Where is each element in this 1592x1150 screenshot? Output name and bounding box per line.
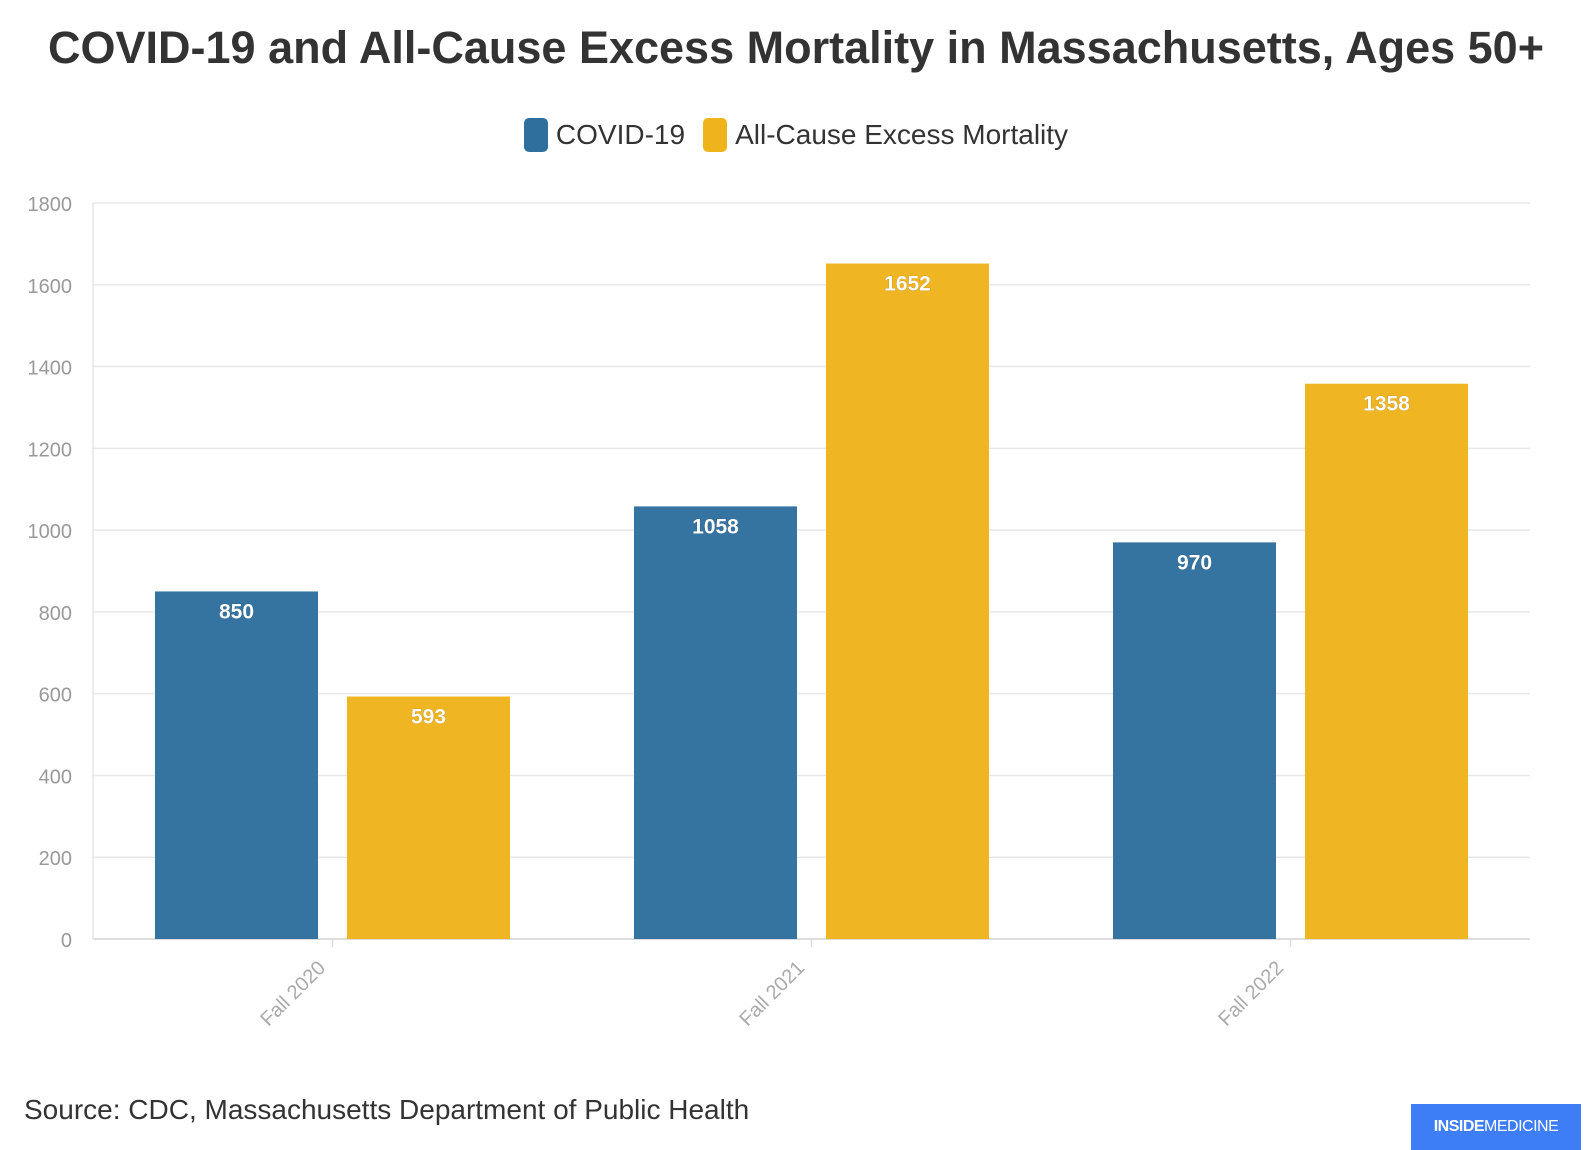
y-tick-label: 1200 <box>28 439 73 461</box>
y-tick-label: 0 <box>61 930 72 952</box>
chart-title: COVID-19 and All-Cause Excess Mortality … <box>48 22 1544 73</box>
y-tick-label: 200 <box>39 848 72 870</box>
data-label: 1358 <box>1363 393 1410 416</box>
bar <box>1305 383 1468 939</box>
chart-legend: COVID-19 All-Cause Excess Mortality <box>0 118 1592 152</box>
data-label: 593 <box>411 706 446 729</box>
y-tick-label: 600 <box>39 685 72 707</box>
source-note: Source: CDC, Massachusetts Department of… <box>24 1094 750 1125</box>
y-tick-label: 1000 <box>28 521 73 543</box>
y-tick-label: 1600 <box>28 276 73 298</box>
bar <box>155 591 318 939</box>
bar-chart: 0 200 400 600 800 1000 1200 1400 1600 1800 Fall 20… <box>28 194 1530 1031</box>
y-tick-label: 1400 <box>28 358 73 380</box>
bar <box>634 506 797 939</box>
data-label: 1652 <box>884 273 931 296</box>
x-tick-label: Fall 2022 <box>1214 957 1288 1031</box>
bar <box>826 263 989 939</box>
legend-swatch-covid <box>523 118 548 152</box>
legend-label-covid: COVID-19 <box>555 119 686 150</box>
logo-text-medicine: MEDICINE <box>1484 1118 1559 1135</box>
legend-label-excess-mortality: All-Cause Excess Mortality <box>735 119 1069 150</box>
bar <box>1113 542 1276 939</box>
logo-text-inside: INSIDE <box>1433 1118 1485 1135</box>
inside-medicine-logo[interactable]: INSIDE MEDICINE <box>1411 1104 1581 1150</box>
data-label: 1058 <box>692 515 739 538</box>
legend-item-covid[interactable]: COVID-19 <box>523 118 686 152</box>
legend-item-excess-mortality[interactable]: All-Cause Excess Mortality <box>703 118 1068 152</box>
data-label: 850 <box>219 600 254 623</box>
x-tick-label: Fall 2021 <box>735 957 809 1031</box>
legend-swatch-excess-mortality <box>703 118 728 152</box>
y-tick-label: 1800 <box>28 194 73 216</box>
data-label: 970 <box>1177 551 1212 574</box>
y-tick-label: 800 <box>39 603 72 625</box>
bar <box>347 696 510 939</box>
y-tick-label: 400 <box>39 766 72 788</box>
x-tick-label: Fall 2020 <box>256 957 330 1031</box>
